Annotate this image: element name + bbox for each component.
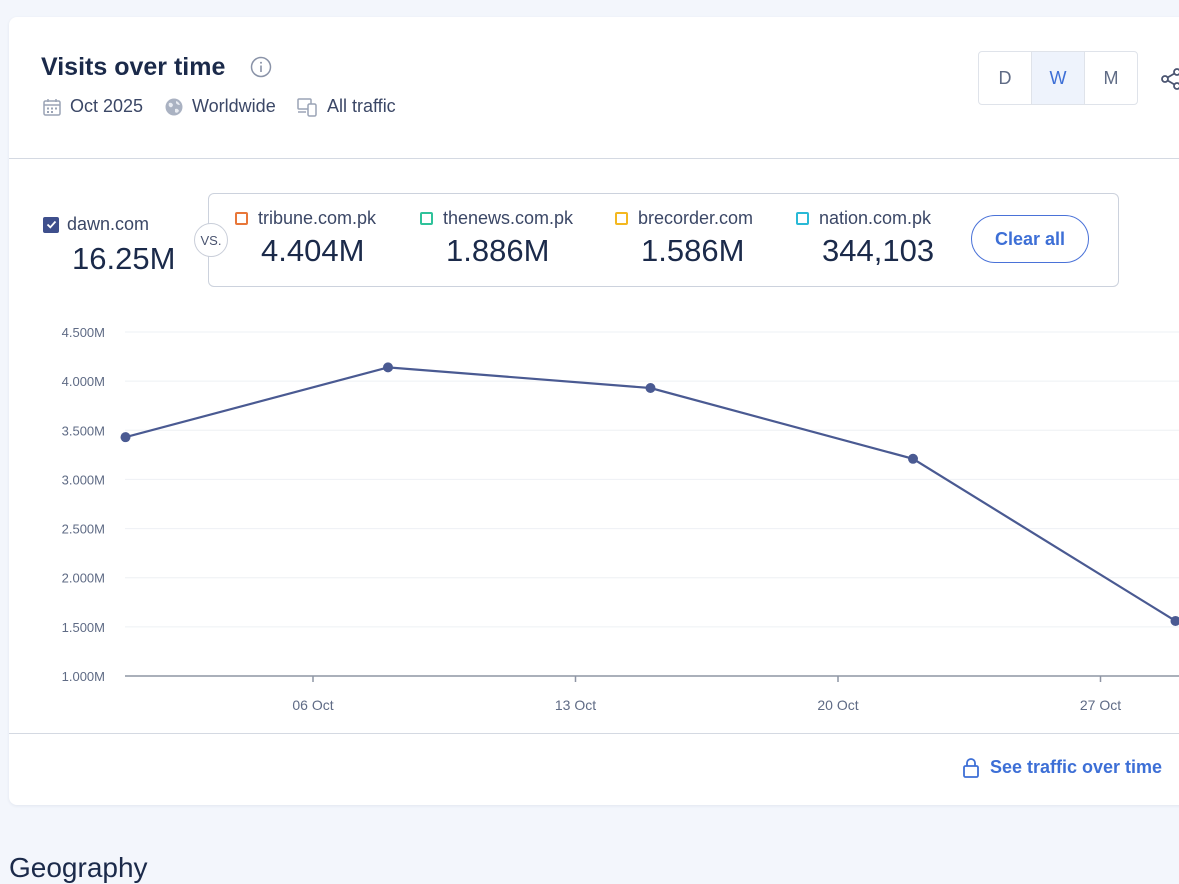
x-tick-label: 06 Oct bbox=[292, 697, 333, 713]
x-tick-label: 27 Oct bbox=[1080, 697, 1121, 713]
y-tick-label: 3.000M bbox=[62, 472, 105, 487]
y-tick-label: 1.500M bbox=[62, 620, 105, 635]
y-tick-label: 3.500M bbox=[62, 423, 105, 438]
geography-heading: Geography bbox=[9, 852, 148, 884]
see-traffic-link[interactable]: See traffic over time bbox=[962, 757, 1162, 778]
footer-divider bbox=[9, 733, 1179, 734]
data-point bbox=[383, 362, 393, 372]
x-tick-label: 13 Oct bbox=[555, 697, 596, 713]
data-point bbox=[646, 383, 656, 393]
x-tick-label: 20 Oct bbox=[817, 697, 858, 713]
series-line-dawn bbox=[126, 367, 1176, 621]
data-point bbox=[908, 454, 918, 464]
lock-icon bbox=[962, 757, 980, 778]
visits-over-time-card: Visits over time Oct 2025 Worldwide bbox=[9, 17, 1179, 805]
data-point bbox=[121, 432, 131, 442]
y-tick-label: 4.500M bbox=[62, 325, 105, 340]
see-traffic-label: See traffic over time bbox=[990, 757, 1162, 778]
y-tick-label: 4.000M bbox=[62, 374, 105, 389]
vs-badge: VS. bbox=[194, 223, 228, 257]
y-tick-label: 2.000M bbox=[62, 571, 105, 586]
visits-line-chart: 4.500M 4.000M 3.500M 3.000M 2.500M 2.000M 1.50… bbox=[9, 17, 1179, 737]
y-tick-label: 2.500M bbox=[62, 522, 105, 537]
y-tick-label: 1.000M bbox=[62, 669, 105, 684]
